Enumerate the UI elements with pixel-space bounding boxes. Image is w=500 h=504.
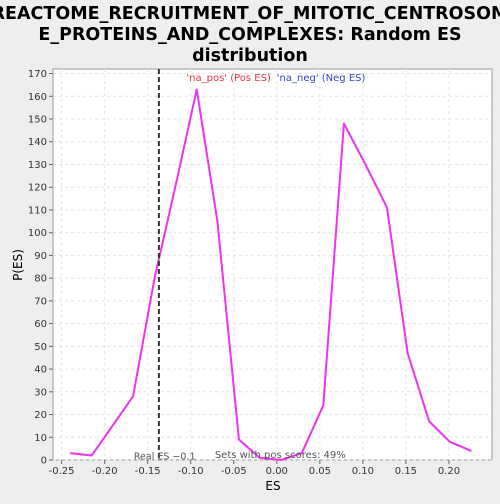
y-tick-label: 120 <box>28 183 47 194</box>
x-tick-label: -0.10 <box>178 466 204 477</box>
y-axis-label: P(ES) <box>11 249 25 281</box>
y-tick-label: 40 <box>34 365 47 376</box>
plot-area <box>52 68 493 461</box>
x-tick-label: -0.15 <box>135 466 161 477</box>
pos-legend-label: 'na_pos' (Pos ES) <box>186 73 271 84</box>
x-tick-label: -0.25 <box>49 466 75 477</box>
pos-scores-annotation: Sets with pos scores: 49% <box>215 450 346 461</box>
chart-title-line-3: distribution <box>192 46 308 66</box>
axis-ticks: 0 10 20 30 40 50 60 70 80 90 100 110 120 130 140 150 160… <box>28 69 460 477</box>
y-tick-label: 70 <box>34 296 47 307</box>
y-tick-label: 90 <box>34 251 47 262</box>
y-tick-label: 80 <box>34 274 47 285</box>
y-tick-label: 30 <box>34 387 47 398</box>
neg-legend-label: 'na_neg' (Neg ES) <box>277 73 366 84</box>
y-tick-label: 50 <box>34 342 47 353</box>
grid <box>53 69 492 461</box>
x-axis-label: ES <box>265 479 280 493</box>
series-line <box>70 88 472 461</box>
y-tick-label: 130 <box>28 160 47 171</box>
y-tick-label: 170 <box>28 69 47 80</box>
y-tick-label: 150 <box>28 115 47 126</box>
real-es-label: Real ES −0.1 <box>134 452 196 463</box>
x-tick-label: 0.20 <box>438 466 460 477</box>
y-tick-label: 20 <box>34 410 47 421</box>
chart-title: REACTOME_RECRUITMENT_OF_MITOTIC_CENTROSO… <box>0 4 500 66</box>
y-tick-label: 0 <box>41 456 47 467</box>
x-tick-label: 0.15 <box>395 466 417 477</box>
x-tick-label: -0.20 <box>92 466 118 477</box>
y-tick-label: 60 <box>34 319 47 330</box>
x-tick-label: 0.10 <box>352 466 374 477</box>
y-tick-label: 110 <box>28 205 47 216</box>
y-tick-label: 100 <box>28 228 47 239</box>
series-group <box>70 88 472 461</box>
x-tick-label: 0.00 <box>266 466 288 477</box>
y-tick-label: 140 <box>28 137 47 148</box>
chart-title-line-2: E_PROTEINS_AND_COMPLEXES: Random ES <box>38 25 461 45</box>
y-tick-label: 10 <box>34 433 47 444</box>
y-tick-label: 160 <box>28 92 47 103</box>
x-tick-label: -0.05 <box>221 466 247 477</box>
x-tick-label: 0.05 <box>309 466 331 477</box>
chart-title-line-1: REACTOME_RECRUITMENT_OF_MITOTIC_CENTROSO… <box>0 4 500 24</box>
